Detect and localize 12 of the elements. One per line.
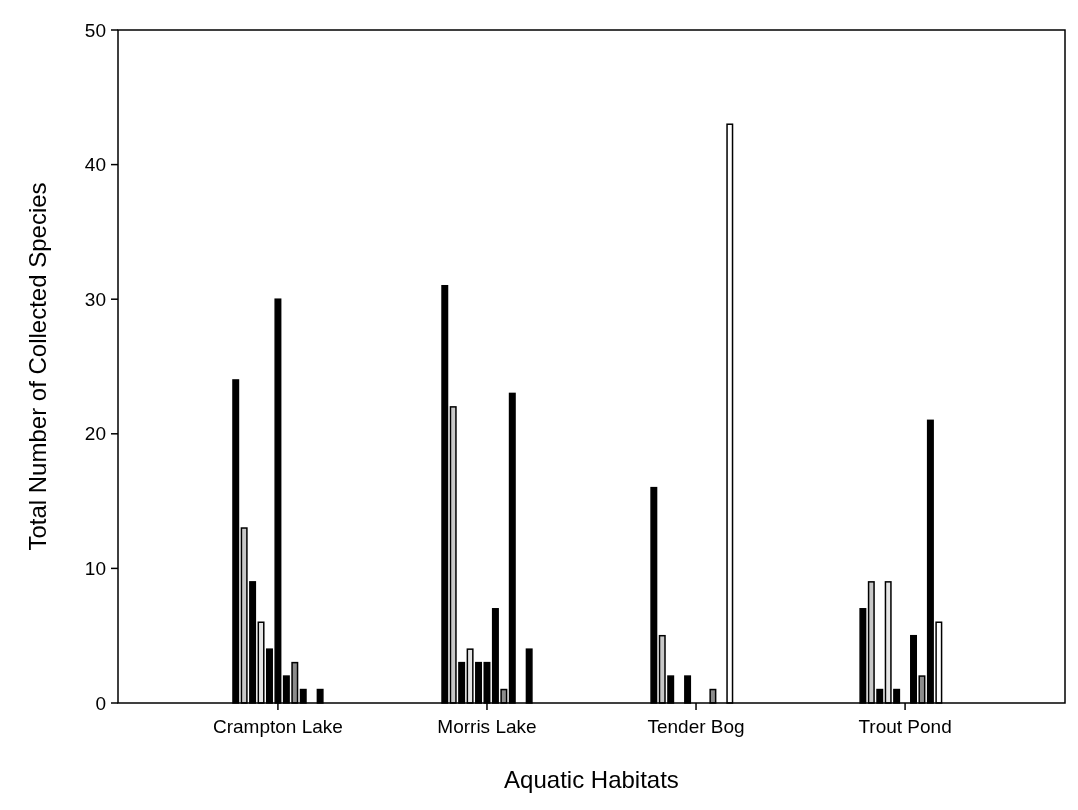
x-tick-label: Tender Bog xyxy=(647,716,745,737)
y-tick-label: 10 xyxy=(84,558,106,580)
y-tick-label: 0 xyxy=(95,692,106,714)
x-tick-label: Morris Lake xyxy=(437,716,537,737)
y-tick-label: 30 xyxy=(84,288,106,310)
y-tick-label: 20 xyxy=(84,423,106,445)
y-axis-title: Total Number of Collected Species xyxy=(24,182,51,551)
y-tick-label: 50 xyxy=(84,19,106,41)
y-tick-label: 40 xyxy=(84,154,106,176)
x-axis-title: Aquatic Habitats xyxy=(504,766,679,793)
x-tick-label: Trout Pond xyxy=(858,716,952,737)
x-tick-label: Crampton Lake xyxy=(212,716,343,737)
